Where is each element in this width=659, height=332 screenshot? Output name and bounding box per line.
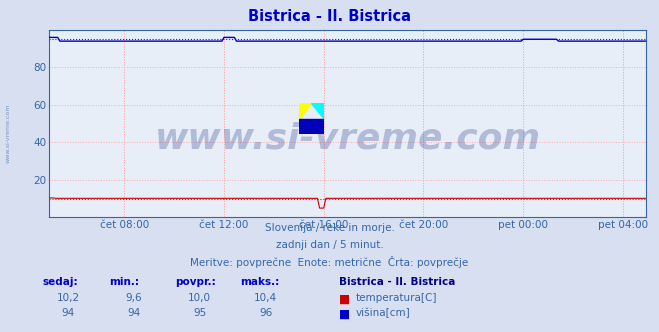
Text: 94: 94 <box>127 308 140 318</box>
Text: min.:: min.: <box>109 277 139 287</box>
Text: sedaj:: sedaj: <box>43 277 78 287</box>
Text: www.si-vreme.com: www.si-vreme.com <box>6 103 11 163</box>
Polygon shape <box>311 103 324 119</box>
Text: ■: ■ <box>339 293 351 306</box>
Text: 10,2: 10,2 <box>56 293 80 303</box>
Text: 95: 95 <box>193 308 206 318</box>
Text: 94: 94 <box>61 308 74 318</box>
Text: 9,6: 9,6 <box>125 293 142 303</box>
Text: povpr.:: povpr.: <box>175 277 215 287</box>
Text: temperatura[C]: temperatura[C] <box>356 293 438 303</box>
Text: 10,4: 10,4 <box>254 293 277 303</box>
Text: ■: ■ <box>339 308 351 321</box>
Text: Bistrica - Il. Bistrica: Bistrica - Il. Bistrica <box>339 277 456 287</box>
Text: 96: 96 <box>259 308 272 318</box>
Text: Slovenija / reke in morje.: Slovenija / reke in morje. <box>264 223 395 233</box>
Text: 10,0: 10,0 <box>188 293 211 303</box>
Text: maks.:: maks.: <box>241 277 280 287</box>
Polygon shape <box>299 103 311 119</box>
Polygon shape <box>299 119 324 134</box>
Text: višina[cm]: višina[cm] <box>356 308 411 318</box>
Text: Meritve: povprečne  Enote: metrične  Črta: povprečje: Meritve: povprečne Enote: metrične Črta:… <box>190 256 469 268</box>
Text: www.si-vreme.com: www.si-vreme.com <box>155 122 540 156</box>
Text: Bistrica - Il. Bistrica: Bistrica - Il. Bistrica <box>248 9 411 24</box>
Text: zadnji dan / 5 minut.: zadnji dan / 5 minut. <box>275 240 384 250</box>
